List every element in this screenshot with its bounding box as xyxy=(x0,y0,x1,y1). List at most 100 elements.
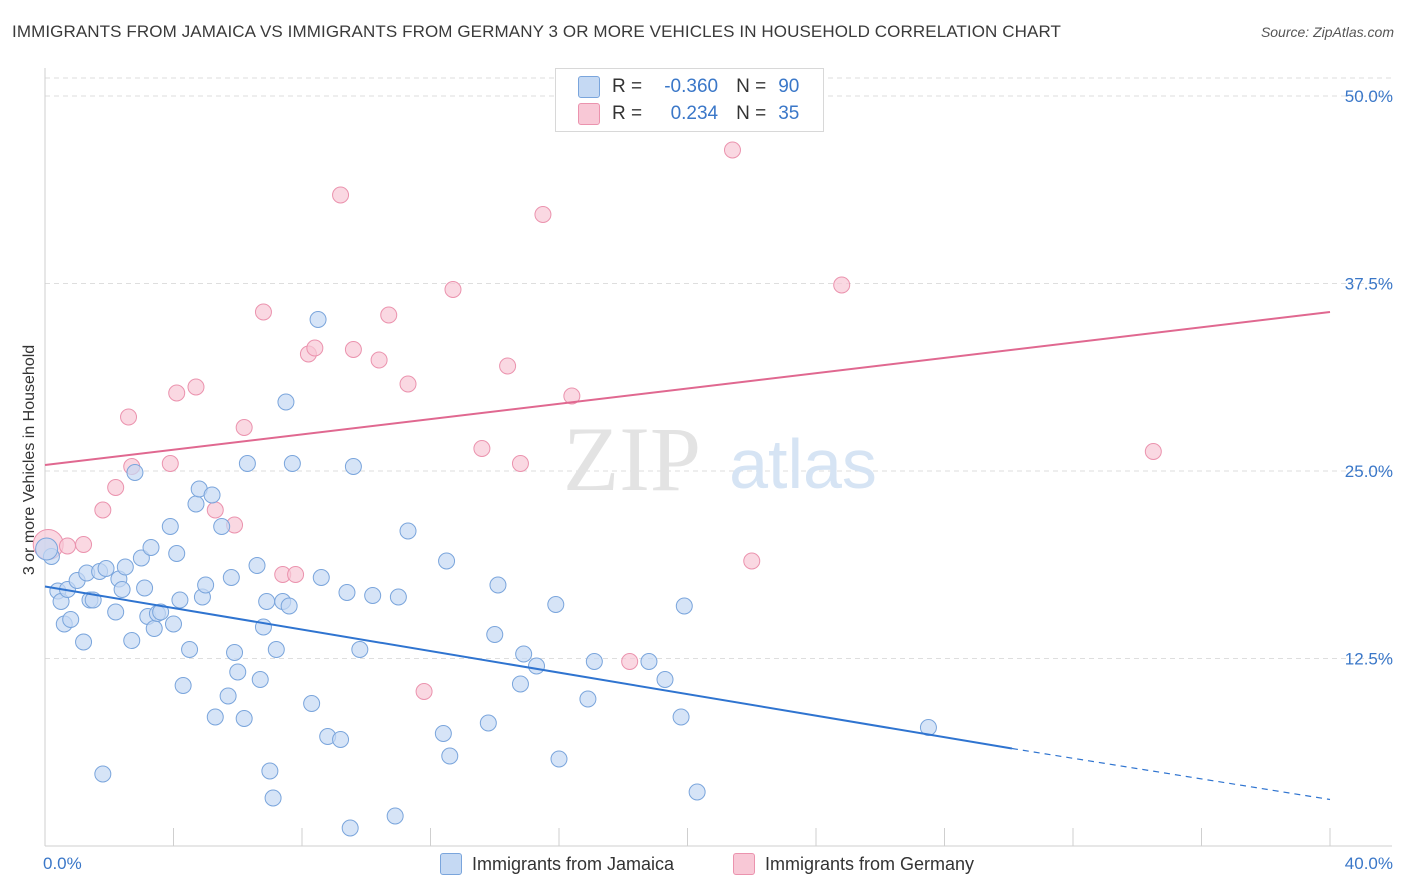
jamaica-r-value: -0.360 xyxy=(664,76,719,97)
jamaica-point xyxy=(107,603,125,621)
y-tick-label: 37.5% xyxy=(1345,275,1393,294)
jamaica-point xyxy=(283,455,301,472)
germany-point xyxy=(120,408,138,426)
jamaica-point xyxy=(113,581,131,598)
jamaica-point xyxy=(386,807,404,825)
jamaica-point xyxy=(161,518,179,535)
germany-point xyxy=(473,440,491,457)
germany-point xyxy=(415,683,433,700)
germany-point xyxy=(75,536,93,553)
jamaica-point xyxy=(226,644,244,661)
jamaica-point xyxy=(203,486,221,504)
jamaica-point xyxy=(550,750,568,768)
jamaica-swatch xyxy=(578,76,600,98)
jamaica-point xyxy=(264,789,282,807)
trend-lines xyxy=(44,311,1331,801)
jamaica-trend-line xyxy=(44,585,1013,750)
jamaica-point xyxy=(486,626,504,643)
jamaica-point xyxy=(267,641,285,658)
x-tick-label-min: 0.0% xyxy=(43,854,82,873)
jamaica-point xyxy=(235,710,253,727)
jamaica-point xyxy=(145,620,163,637)
jamaica-point xyxy=(332,731,350,748)
jamaica-point xyxy=(438,552,456,570)
grid-lines xyxy=(45,77,1392,659)
jamaica-point xyxy=(174,677,192,694)
jamaica-point xyxy=(62,611,80,628)
germany-point xyxy=(833,276,851,294)
germany-point xyxy=(168,384,186,402)
jamaica-point xyxy=(280,597,298,615)
y-tick-label: 50.0% xyxy=(1345,87,1393,106)
jamaica-legend-swatch xyxy=(440,853,462,875)
jamaica-points xyxy=(35,311,937,837)
germany-point xyxy=(161,455,179,472)
jamaica-point xyxy=(75,633,93,651)
source-credit: Source: ZipAtlas.com xyxy=(1260,24,1394,40)
jamaica-point xyxy=(142,539,160,556)
germany-point xyxy=(534,206,552,223)
germany-n-value: 35 xyxy=(778,103,800,124)
axes xyxy=(44,68,1392,847)
germany-point xyxy=(399,375,417,393)
jamaica-point xyxy=(309,311,327,328)
jamaica-point xyxy=(515,645,533,663)
germany-point xyxy=(107,479,125,496)
jamaica-point xyxy=(171,591,189,609)
germany-point xyxy=(444,281,462,298)
germany-point xyxy=(723,141,741,159)
jamaica-point xyxy=(258,593,276,610)
watermark-atlas: atlas xyxy=(729,425,877,503)
jamaica-point xyxy=(579,690,597,708)
jamaica-point xyxy=(261,762,279,780)
germany-point xyxy=(332,186,350,204)
jamaica-point xyxy=(123,632,141,649)
jamaica-point xyxy=(168,545,186,562)
jamaica-point xyxy=(341,819,359,837)
germany-point xyxy=(187,378,205,396)
bottom-legend-germany: Immigrants from Germany xyxy=(733,852,974,876)
jamaica-point xyxy=(303,695,321,712)
jamaica-point xyxy=(222,569,240,586)
r-label: R = xyxy=(612,76,643,97)
germany-point xyxy=(58,537,76,555)
legend-row-germany: R = 0.234 N = 35 xyxy=(578,101,799,127)
jamaica-point xyxy=(338,584,356,601)
germany-point xyxy=(235,419,253,436)
jamaica-point xyxy=(251,671,269,688)
germany-swatch xyxy=(578,103,600,125)
germany-point xyxy=(511,455,529,472)
germany-point xyxy=(621,653,639,670)
germany-point xyxy=(287,566,305,583)
jamaica-point xyxy=(277,393,295,411)
r-label: R = xyxy=(612,103,643,124)
germany-point xyxy=(499,357,517,375)
jamaica-point xyxy=(351,641,369,658)
watermark-zip: ZIP xyxy=(563,408,701,510)
germany-point xyxy=(254,303,272,321)
jamaica-point xyxy=(238,455,256,472)
jamaica-point xyxy=(312,569,330,586)
germany-point xyxy=(206,501,224,519)
jamaica-point xyxy=(441,747,459,765)
jamaica-point xyxy=(528,657,546,675)
jamaica-point xyxy=(94,765,112,783)
jamaica-point xyxy=(152,603,170,621)
legend-row-jamaica: R = -0.360 N = 90 xyxy=(578,74,799,100)
jamaica-point xyxy=(640,653,658,670)
jamaica-point xyxy=(511,675,529,693)
jamaica-point xyxy=(136,579,154,597)
germany-r-value: 0.234 xyxy=(670,103,719,124)
jamaica-point xyxy=(399,522,417,540)
x-tick-label-max: 40.0% xyxy=(1345,854,1393,873)
jamaica-point xyxy=(116,558,134,576)
y-tick-label: 25.0% xyxy=(1345,462,1393,481)
jamaica-point xyxy=(181,641,199,658)
germany-point xyxy=(380,306,398,324)
jamaica-point xyxy=(344,458,362,475)
jamaica-point xyxy=(585,653,603,670)
jamaica-point xyxy=(389,588,407,606)
jamaica-point xyxy=(35,537,59,561)
jamaica-point xyxy=(688,783,706,801)
n-label: N = xyxy=(736,76,767,97)
